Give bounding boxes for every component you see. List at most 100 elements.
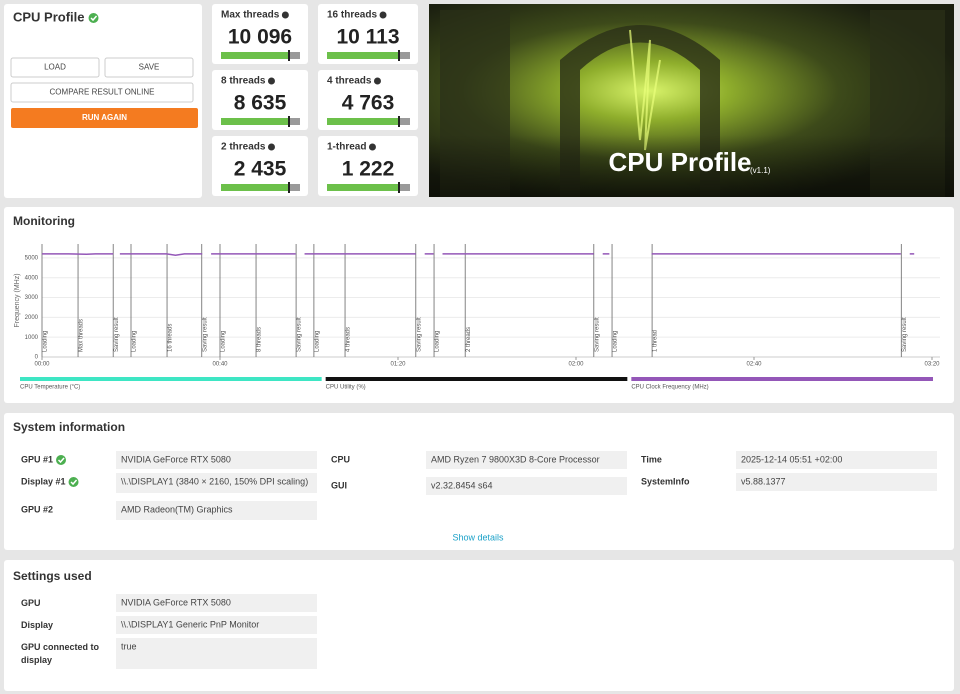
check-mark: [57, 457, 65, 464]
settings-box: [116, 616, 317, 634]
x-tick-label: 00:40: [212, 362, 228, 368]
info-box: [426, 451, 627, 469]
event-label: Saving result: [594, 317, 600, 352]
button-label[interactable]: RUN AGAIN: [82, 113, 127, 122]
score-bar: [327, 184, 410, 191]
button-label[interactable]: LOAD: [44, 63, 66, 72]
info-icon: [379, 11, 387, 19]
check-icon: [68, 477, 79, 487]
info-icon: [368, 143, 376, 151]
event-label: Loading: [314, 331, 320, 352]
info-value: v2.32.8454 s64: [431, 480, 493, 490]
settings-box: [116, 594, 317, 612]
button-label[interactable]: SAVE: [139, 63, 160, 72]
info-box: [116, 501, 317, 520]
score-label: 4 threads: [327, 76, 372, 87]
monitoring-panel: [4, 207, 954, 403]
score-bar-end: [400, 118, 410, 125]
score-tile: [318, 70, 418, 130]
settings-label-text: Display: [21, 620, 54, 630]
event-label: Loading: [43, 331, 49, 352]
event-label: 8 threads: [257, 327, 263, 352]
event-label: Saving result: [902, 317, 908, 352]
event-label: Saving result: [416, 317, 422, 352]
button[interactable]: [10, 57, 100, 78]
info-icon: [267, 143, 275, 151]
score-tile: [212, 136, 308, 196]
settings-label: Display: [21, 620, 54, 630]
line-series: [42, 253, 915, 257]
score-marker: [398, 50, 400, 61]
score-bar-end: [290, 118, 300, 125]
settings-value: NVIDIA GeForce RTX 5080: [121, 597, 231, 607]
event-label: Saving result: [114, 317, 120, 352]
score-bar-end: [400, 184, 410, 191]
settings-box: [116, 638, 317, 669]
score-bar: [221, 184, 300, 191]
score-value: 8 635: [234, 92, 287, 115]
info-label: GUI: [331, 480, 347, 490]
score-label: 8 threads: [221, 76, 266, 87]
check-mark: [90, 15, 98, 22]
button[interactable]: [11, 108, 198, 128]
info-value: AMD Ryzen 7 9800X3D 8-Core Processor: [431, 454, 600, 464]
score-marker: [288, 182, 290, 193]
score-bar: [327, 118, 410, 125]
score-marker: [288, 50, 290, 61]
event-label: 1 thread: [653, 330, 659, 352]
score-marker: [288, 116, 290, 127]
event-label: Loading: [132, 331, 138, 352]
event-label: 4 threads: [346, 327, 352, 352]
check-mark: [70, 479, 78, 486]
score-tile: [318, 4, 418, 64]
score-tile: [212, 4, 308, 64]
legend-label: CPU Temperature (°C): [20, 385, 80, 391]
title: CPU Profile: [13, 9, 85, 24]
button[interactable]: [10, 82, 194, 103]
score-bar-end: [400, 52, 410, 59]
info-label: GPU #1: [21, 454, 53, 464]
settings-label-text: GPU: [21, 598, 41, 608]
info-box: [736, 451, 937, 469]
info-value: NVIDIA GeForce RTX 5080: [121, 454, 231, 464]
y-tick-label: 5000: [25, 255, 39, 261]
x-tick-label: 02:40: [746, 362, 762, 368]
x-tick-label: 02:00: [568, 362, 584, 368]
hero: [429, 4, 954, 197]
info-label: GPU #2: [21, 504, 53, 514]
info-label: Display #1: [21, 476, 66, 486]
legend-label: CPU Clock Frequency (MHz): [631, 385, 708, 391]
info-box: [116, 451, 317, 469]
score-bar-end: [290, 184, 300, 191]
info-value: \\.\DISPLAY1 (3840 × 2160, 150% DPI scal…: [121, 476, 308, 486]
event-label: Loading: [435, 331, 441, 352]
event-label: Loading: [613, 331, 619, 352]
y-tick-label: 2000: [25, 315, 39, 321]
settings-label: GPU connected to display: [21, 642, 99, 665]
section-title: System information: [13, 420, 125, 434]
x-tick-label: 01:20: [390, 362, 406, 368]
button[interactable]: [104, 57, 194, 78]
info-box: [426, 477, 627, 495]
y-tick-label: 4000: [25, 275, 39, 281]
y-tick-label: 3000: [25, 295, 39, 301]
check-icon: [88, 13, 99, 23]
button-label[interactable]: COMPARE RESULT ONLINE: [50, 88, 155, 97]
score-bar: [221, 118, 300, 125]
x-tick-label: 03:20: [924, 362, 940, 368]
info-value: AMD Radeon(TM) Graphics: [121, 504, 233, 514]
score-label: 16 threads: [327, 10, 377, 21]
settings-label: GPU: [21, 598, 41, 608]
legend-swatch: [631, 377, 933, 381]
y-tick-label: 1000: [25, 335, 39, 341]
legend-label: CPU Utility (%): [326, 385, 366, 391]
score-label: 2 threads: [221, 142, 266, 153]
score-marker: [398, 182, 400, 193]
score-tile: [318, 136, 418, 196]
info-label: Time: [641, 454, 662, 464]
event-label: Max threads: [79, 319, 85, 352]
show-details[interactable]: Show details: [452, 532, 504, 542]
event-label: Loading: [221, 331, 227, 352]
section-title: Monitoring: [13, 214, 75, 228]
